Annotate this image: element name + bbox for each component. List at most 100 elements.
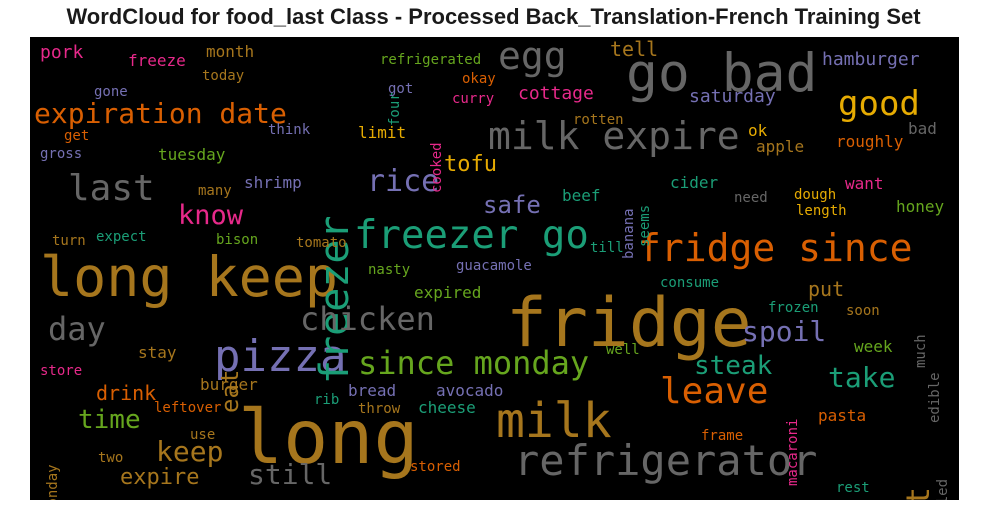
word-go-bad: go bad — [626, 43, 818, 104]
word-want: want — [845, 174, 884, 193]
word-ok: ok — [748, 121, 768, 140]
word-milk: milk — [496, 393, 612, 449]
word-pizza: pizza — [214, 331, 347, 382]
word-monday: monday — [45, 463, 61, 500]
word-need: need — [734, 190, 768, 206]
word-limit: limit — [358, 123, 407, 142]
word-long-keep: long keep — [40, 245, 339, 309]
word-stored: stored — [410, 459, 461, 475]
word-cheese: cheese — [418, 398, 476, 417]
word-chicken: chicken — [300, 300, 435, 338]
word-egg: egg — [498, 37, 567, 78]
word-shrimp: shrimp — [244, 173, 302, 192]
word-leave: leave — [660, 371, 769, 412]
word-saturday: saturday — [689, 86, 776, 107]
word-soon: soon — [846, 303, 880, 319]
word-milk-expire: milk expire — [488, 114, 740, 158]
word-avocado: avocado — [436, 381, 504, 400]
word-expect: expect — [96, 229, 147, 245]
word-drink: drink — [96, 381, 157, 405]
word-tomato: tomato — [296, 235, 347, 251]
word-think: think — [268, 122, 311, 138]
word-spoil: spoil — [742, 315, 827, 348]
word-rotten: rotten — [573, 112, 624, 128]
word-much: much — [913, 333, 929, 368]
word-use: use — [190, 427, 216, 443]
word-safe-eat: safe eat — [899, 487, 937, 500]
word-pork: pork — [40, 42, 84, 63]
word-cloud: fridge long long keep go bad milk refrigerato… — [30, 37, 959, 500]
word-okay: okay — [462, 71, 496, 87]
word-macaroni: macaroni — [785, 418, 801, 487]
word-know: know — [178, 200, 244, 231]
word-frame: frame — [701, 428, 744, 444]
word-frozen: frozen — [768, 300, 819, 316]
word-take: take — [828, 361, 896, 394]
word-banana: banana — [621, 207, 637, 259]
word-day: day — [48, 310, 106, 348]
word-bison: bison — [216, 232, 259, 248]
word-expire: expire — [120, 465, 200, 490]
word-expired: expired — [414, 283, 482, 302]
word-till: till — [590, 240, 624, 256]
word-throw: throw — [358, 401, 401, 417]
word-today: today — [202, 68, 245, 84]
word-store: store — [40, 363, 83, 379]
word-seems: seems — [637, 204, 653, 248]
word-steak: steak — [694, 351, 773, 381]
word-hamburger: hamburger — [822, 49, 920, 70]
word-roughly: roughly — [836, 132, 904, 151]
word-week: week — [854, 337, 893, 356]
word-honey: honey — [896, 197, 945, 216]
word-dough: dough — [794, 187, 837, 203]
word-cooked: cooked — [429, 141, 445, 193]
word-put: put — [808, 277, 845, 301]
word-get: get — [64, 128, 90, 144]
word-leftover: leftover — [154, 400, 222, 416]
word-edible: edible — [927, 371, 943, 423]
figure-title: WordCloud for food_last Class - Processe… — [66, 4, 921, 29]
word-cottage: cottage — [518, 83, 594, 104]
word-last: last — [68, 168, 155, 209]
word-spoiled: spoiled — [935, 479, 951, 500]
word-gross: gross — [40, 146, 83, 162]
word-well: well — [606, 342, 640, 358]
word-got: got — [388, 81, 414, 97]
word-good: good — [838, 84, 920, 124]
word-cider: cider — [670, 173, 719, 192]
word-gone: gone — [94, 84, 128, 100]
word-nasty: nasty — [368, 262, 411, 278]
word-four: four — [387, 91, 403, 126]
word-tell: tell — [610, 37, 659, 61]
word-rest: rest — [836, 480, 870, 496]
word-rice: rice — [367, 164, 440, 199]
word-tuesday: tuesday — [158, 145, 226, 164]
word-month: month — [206, 42, 255, 61]
word-bad: bad — [908, 119, 937, 138]
word-rib: rib — [314, 392, 340, 408]
word-safe: safe — [483, 191, 541, 219]
word-apple: apple — [756, 137, 805, 156]
word-expiration-date: expiration date — [34, 97, 287, 130]
word-length: length — [796, 203, 847, 219]
word-fridge-since: fridge since — [638, 226, 913, 270]
word-curry: curry — [452, 91, 495, 107]
word-tofu: tofu — [444, 152, 497, 177]
word-freezer-go: freezer go — [354, 213, 589, 258]
word-fridge: fridge — [506, 284, 752, 363]
word-two: two — [98, 450, 124, 466]
word-burger: burger — [200, 375, 258, 394]
word-refrigerator: refrigerator — [514, 436, 818, 485]
word-freeze: freeze — [128, 51, 186, 70]
word-pasta: pasta — [818, 406, 867, 425]
word-keep: keep — [156, 435, 224, 468]
word-refrigerated: refrigerated — [380, 52, 482, 68]
word-time: time — [78, 405, 141, 435]
word-turn: turn — [52, 233, 86, 249]
word-consume: consume — [660, 275, 720, 291]
word-beef: beef — [562, 186, 601, 205]
word-guacamole: guacamole — [456, 258, 532, 274]
word-since-monday: since monday — [358, 344, 590, 382]
word-many: many — [198, 183, 232, 199]
word-long: long — [238, 393, 419, 481]
